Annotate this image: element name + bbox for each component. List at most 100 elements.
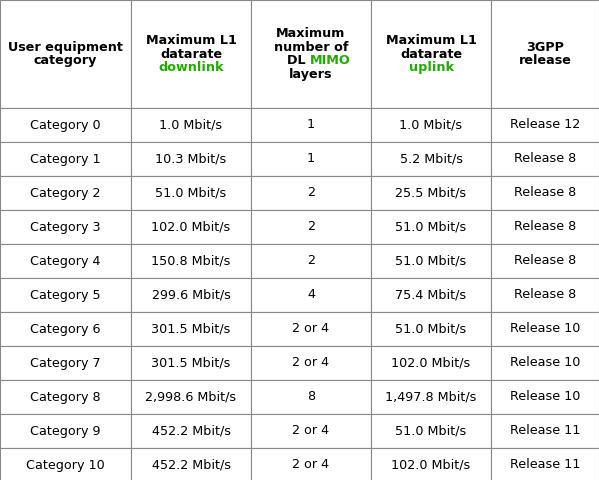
Text: Category 6: Category 6 [31, 323, 101, 336]
Bar [131, 0, 251, 108]
Bar [491, 0, 599, 108]
Text: 1.0 Mbit/s: 1.0 Mbit/s [400, 119, 462, 132]
Text: datarate: datarate [160, 48, 222, 60]
Text: 2: 2 [307, 220, 315, 233]
Text: 452.2 Mbit/s: 452.2 Mbit/s [152, 458, 231, 471]
Text: 3GPP: 3GPP [526, 41, 564, 54]
Bar [251, 0, 371, 108]
Text: DL MIMO: DL MIMO [279, 54, 343, 67]
Bar [251, 312, 371, 346]
Text: 2: 2 [307, 254, 315, 267]
Text: downlink: downlink [158, 61, 224, 74]
Text: 301.5 Mbit/s: 301.5 Mbit/s [152, 323, 231, 336]
Bar [371, 210, 491, 244]
Bar [371, 414, 491, 448]
Bar [0, 278, 131, 312]
Bar [0, 108, 131, 142]
Text: Release 10: Release 10 [510, 357, 580, 370]
Bar [491, 244, 599, 278]
Bar [131, 448, 251, 480]
Text: Category 9: Category 9 [31, 424, 101, 437]
Bar [491, 108, 599, 142]
Bar [371, 108, 491, 142]
Bar [371, 380, 491, 414]
Bar [0, 210, 131, 244]
Bar [0, 380, 131, 414]
Bar [371, 278, 491, 312]
Text: Release 12: Release 12 [510, 119, 580, 132]
Bar [371, 312, 491, 346]
Text: 299.6 Mbit/s: 299.6 Mbit/s [152, 288, 231, 301]
Text: DL: DL [287, 54, 310, 67]
Text: Release 8: Release 8 [514, 288, 576, 301]
Text: Category 4: Category 4 [31, 254, 101, 267]
Text: 2 or 4: 2 or 4 [292, 357, 329, 370]
Text: Release 8: Release 8 [514, 187, 576, 200]
Text: 102.0 Mbit/s: 102.0 Mbit/s [391, 357, 471, 370]
Text: 1: 1 [307, 119, 315, 132]
Bar [131, 244, 251, 278]
Text: 51.0 Mbit/s: 51.0 Mbit/s [395, 254, 467, 267]
Text: 102.0 Mbit/s: 102.0 Mbit/s [152, 220, 231, 233]
Text: 51.0 Mbit/s: 51.0 Mbit/s [395, 220, 467, 233]
Text: 2: 2 [307, 187, 315, 200]
Bar [131, 278, 251, 312]
Bar [0, 448, 131, 480]
Text: 1.0 Mbit/s: 1.0 Mbit/s [159, 119, 223, 132]
Text: Release 11: Release 11 [510, 458, 580, 471]
Bar [491, 414, 599, 448]
Bar [251, 346, 371, 380]
Text: Release 8: Release 8 [514, 153, 576, 166]
Text: Release 11: Release 11 [510, 424, 580, 437]
Bar [371, 176, 491, 210]
Bar [251, 380, 371, 414]
Bar [251, 414, 371, 448]
Text: 102.0 Mbit/s: 102.0 Mbit/s [391, 458, 471, 471]
Text: Category 8: Category 8 [30, 391, 101, 404]
Text: 51.0 Mbit/s: 51.0 Mbit/s [395, 323, 467, 336]
Bar [251, 108, 371, 142]
Text: number of: number of [274, 41, 348, 54]
Text: 2 or 4: 2 or 4 [292, 424, 329, 437]
Text: 1,497.8 Mbit/s: 1,497.8 Mbit/s [385, 391, 477, 404]
Text: layers: layers [289, 68, 333, 81]
Bar [491, 312, 599, 346]
Bar [0, 176, 131, 210]
Text: Release 8: Release 8 [514, 220, 576, 233]
Text: MIMO: MIMO [310, 54, 351, 67]
Bar [371, 244, 491, 278]
Text: Release 10: Release 10 [510, 323, 580, 336]
Text: 51.0 Mbit/s: 51.0 Mbit/s [155, 187, 226, 200]
Text: category: category [34, 54, 97, 67]
Text: Release 8: Release 8 [514, 254, 576, 267]
Text: datarate: datarate [400, 48, 462, 60]
Text: 2 or 4: 2 or 4 [292, 323, 329, 336]
Bar [0, 312, 131, 346]
Text: release: release [519, 54, 571, 67]
Bar [491, 448, 599, 480]
Text: Maximum L1: Maximum L1 [146, 34, 237, 47]
Text: 4: 4 [307, 288, 315, 301]
Bar [491, 176, 599, 210]
Text: Category 1: Category 1 [30, 153, 101, 166]
Text: 5.2 Mbit/s: 5.2 Mbit/s [400, 153, 462, 166]
Text: 1: 1 [307, 153, 315, 166]
Bar [371, 448, 491, 480]
Bar [131, 346, 251, 380]
Bar [251, 142, 371, 176]
Bar [131, 312, 251, 346]
Bar [491, 346, 599, 380]
Text: Maximum L1: Maximum L1 [386, 34, 476, 47]
Bar [0, 0, 131, 108]
Bar [0, 142, 131, 176]
Text: Category 2: Category 2 [31, 187, 101, 200]
Bar [371, 142, 491, 176]
Text: 51.0 Mbit/s: 51.0 Mbit/s [395, 424, 467, 437]
Text: 8: 8 [307, 391, 315, 404]
Bar [131, 380, 251, 414]
Bar [371, 0, 491, 108]
Bar [251, 210, 371, 244]
Bar [251, 176, 371, 210]
Text: uplink: uplink [409, 61, 453, 74]
Text: User equipment: User equipment [8, 41, 123, 54]
